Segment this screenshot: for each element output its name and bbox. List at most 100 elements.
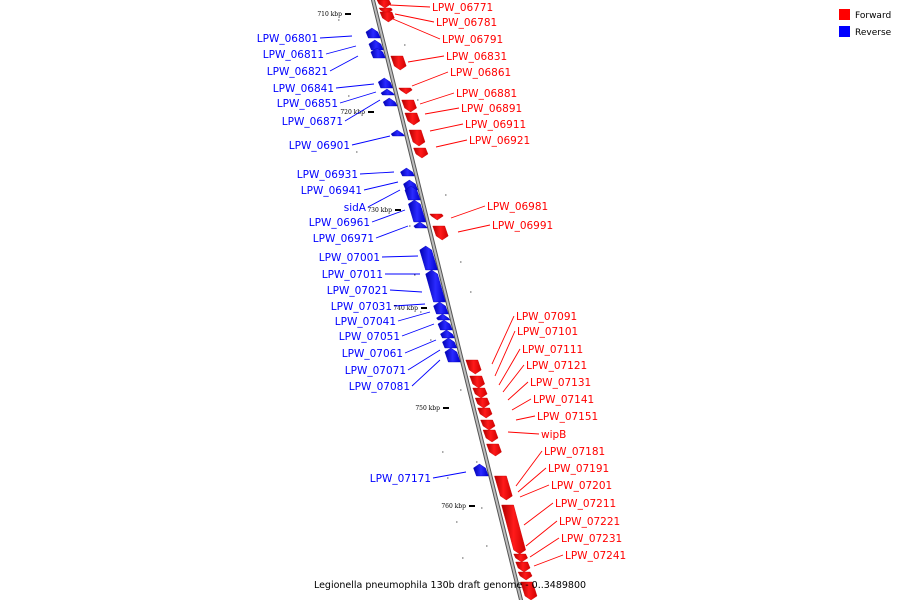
forward-gene-label: LPW_07111 [522, 344, 583, 356]
reverse-gene-block [442, 337, 458, 349]
forward-gene-block [401, 99, 417, 113]
reverse-leader-line [359, 171, 395, 175]
reverse-gene-block [436, 313, 451, 321]
forward-leader-line [491, 315, 515, 365]
forward-gene-block [432, 225, 449, 241]
forward-gene-label: LPW_07191 [548, 463, 609, 475]
forward-leader-line [523, 502, 554, 526]
forward-gene-block [404, 112, 421, 126]
gene-labels: LPW_06771 LPW_06781 LPW_06791 LPW_06831 LPW_… [257, 2, 626, 562]
forward-gene-block [482, 429, 499, 443]
forward-leader-line [424, 107, 460, 115]
forward-leader-line [407, 55, 445, 63]
tick-label: 760 kbp [441, 503, 466, 510]
reverse-leader-line [339, 91, 377, 104]
reverse-gene-block [370, 47, 386, 59]
forward-gene-label: wipB [541, 429, 566, 441]
reverse-gene-label: LPW_06871 [282, 116, 343, 128]
forward-gene-label: LPW_07201 [551, 480, 612, 492]
forward-gene-block [480, 419, 496, 431]
reverse-leader-line [329, 55, 359, 72]
leader-lines [319, 4, 564, 567]
forward-leader-line [392, 18, 441, 40]
forward-gene-block [469, 375, 485, 389]
reverse-gene-block [440, 329, 455, 339]
legend: Forward Reverse [839, 9, 892, 38]
genome-axis [370, 0, 524, 600]
forward-gene-label: LPW_06831 [446, 51, 507, 63]
reverse-gene-block [444, 347, 461, 363]
reverse-gene-label: LPW_06931 [297, 169, 358, 181]
legend-reverse-swatch [839, 26, 850, 37]
forward-gene-label: LPW_06861 [450, 67, 511, 79]
forward-leader-line [519, 484, 550, 498]
forward-gene-block [379, 11, 395, 23]
reverse-gene-label: LPW_07031 [331, 301, 392, 313]
reverse-gene-label: LPW_07021 [327, 285, 388, 297]
reverse-leader-line [411, 359, 441, 387]
forward-gene-label: LPW_07091 [516, 311, 577, 323]
reverse-gene-block [382, 97, 398, 107]
forward-leader-line [494, 330, 516, 377]
reverse-leader-line [389, 289, 423, 293]
gene-blocks [365, 0, 538, 600]
reverse-leader-line [401, 323, 435, 337]
forward-gene-block [472, 387, 488, 399]
forward-leader-line [515, 450, 543, 487]
reverse-gene-block [365, 27, 381, 39]
forward-leader-line [517, 467, 547, 493]
forward-leader-line [511, 398, 532, 411]
reverse-gene-block [390, 129, 405, 137]
forward-gene-block [520, 581, 538, 600]
forward-gene-block [376, 0, 392, 9]
forward-gene-label: LPW_06771 [432, 2, 493, 14]
genome-caption: Legionella pneumophila 130b draft genome… [314, 580, 586, 591]
forward-gene-block [477, 407, 493, 419]
legend-forward-label: Forward [855, 11, 891, 21]
reverse-gene-block [425, 269, 446, 303]
legend-reverse-label: Reverse [855, 28, 892, 38]
forward-gene-label: LPW_07221 [559, 516, 620, 528]
reverse-leader-line [351, 135, 391, 146]
tick-label: 740 kbp [393, 305, 418, 312]
forward-gene-label: LPW_06911 [465, 119, 526, 131]
forward-leader-line [429, 123, 464, 132]
reverse-gene-block [404, 185, 421, 201]
forward-gene-label: LPW_07181 [544, 446, 605, 458]
forward-leader-line [394, 13, 435, 23]
reverse-gene-label: LPW_06811 [263, 49, 324, 61]
reverse-leader-line [407, 349, 441, 371]
reverse-gene-label: LPW_07011 [322, 269, 383, 281]
reverse-gene-label: LPW_06941 [301, 185, 362, 197]
reverse-gene-block [368, 39, 384, 51]
forward-gene-block [517, 571, 533, 581]
tick-label: 720 kbp [340, 109, 365, 116]
reverse-leader-line [397, 311, 431, 322]
reverse-leader-line [371, 209, 406, 223]
forward-gene-block [486, 443, 502, 457]
reverse-leader-line [367, 189, 401, 208]
forward-leader-line [435, 139, 468, 148]
forward-leader-line [502, 364, 525, 393]
reverse-leader-line [375, 225, 409, 239]
reverse-gene-label: LPW_06841 [273, 83, 334, 95]
reverse-gene-block [377, 77, 393, 89]
forward-leader-line [457, 224, 491, 233]
reverse-gene-block [413, 221, 428, 229]
reverse-leader-line [432, 471, 467, 479]
forward-leader-line [507, 381, 529, 401]
forward-gene-block [474, 397, 490, 409]
reverse-leader-line [325, 45, 357, 55]
forward-leader-line [389, 4, 431, 8]
forward-leader-line [525, 520, 558, 547]
tick-label: 730 kbp [367, 207, 392, 214]
forward-gene-label: LPW_07131 [530, 377, 591, 389]
reverse-gene-label: LPW_06901 [289, 140, 350, 152]
reverse-gene-label: LPW_07041 [335, 316, 396, 328]
forward-gene-block [494, 475, 513, 501]
reverse-leader-line [363, 181, 399, 191]
reverse-leader-line [319, 35, 353, 39]
forward-gene-label: LPW_07121 [526, 360, 587, 372]
